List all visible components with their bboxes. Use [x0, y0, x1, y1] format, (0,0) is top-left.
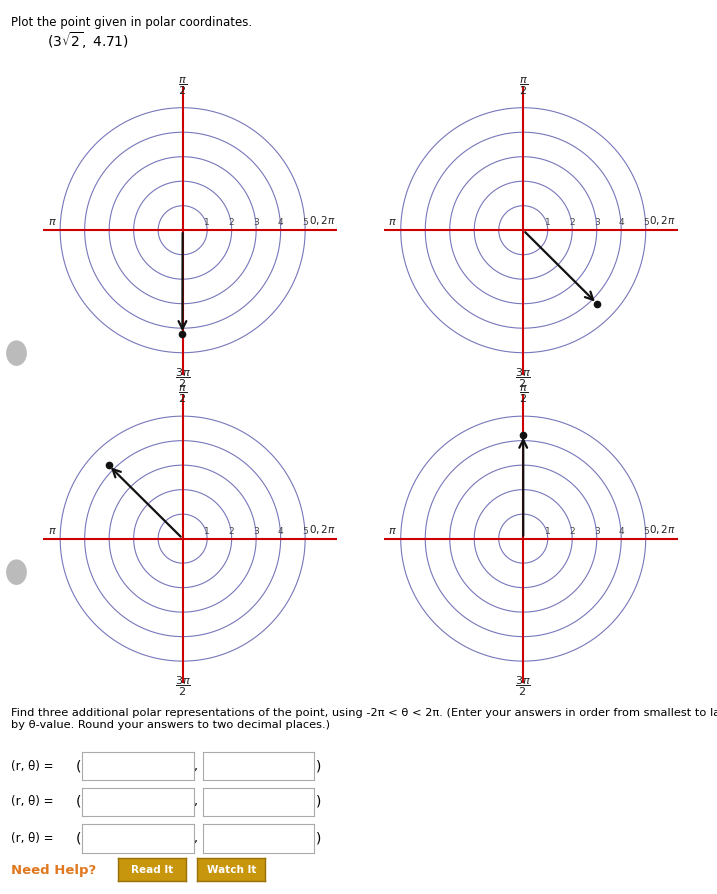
Text: (: (: [75, 759, 81, 773]
Text: 3: 3: [594, 218, 599, 227]
Text: 4: 4: [277, 218, 283, 227]
Text: (r, θ) =: (r, θ) =: [11, 760, 53, 772]
Text: ): ): [316, 759, 321, 773]
Text: 1: 1: [204, 218, 210, 227]
Text: 1: 1: [545, 218, 551, 227]
Text: 2: 2: [569, 527, 575, 536]
Text: Need Help?: Need Help?: [11, 864, 96, 877]
Text: ,: ,: [194, 796, 199, 808]
Text: $\pi$: $\pi$: [388, 526, 397, 536]
Text: 3: 3: [594, 527, 599, 536]
Text: 5: 5: [643, 218, 649, 227]
Text: $0, 2\pi$: $0, 2\pi$: [309, 215, 336, 227]
Text: 3: 3: [253, 218, 259, 227]
Text: Plot the point given in polar coordinates.: Plot the point given in polar coordinate…: [11, 16, 252, 30]
Text: 5: 5: [303, 218, 308, 227]
Text: 2: 2: [229, 527, 234, 536]
Text: 1: 1: [545, 527, 551, 536]
Text: ): ): [316, 831, 321, 846]
Text: $\dfrac{\pi}{2}$: $\dfrac{\pi}{2}$: [178, 75, 187, 97]
Text: $\dfrac{3\pi}{2}$: $\dfrac{3\pi}{2}$: [175, 367, 191, 390]
Text: (: (: [75, 795, 81, 809]
Text: $\dfrac{3\pi}{2}$: $\dfrac{3\pi}{2}$: [516, 367, 531, 390]
Text: $\dfrac{\pi}{2}$: $\dfrac{\pi}{2}$: [178, 384, 187, 405]
Text: $\pi$: $\pi$: [47, 217, 57, 227]
Circle shape: [7, 342, 26, 366]
Text: $0, 2\pi$: $0, 2\pi$: [309, 523, 336, 536]
Text: $0, 2\pi$: $0, 2\pi$: [650, 215, 676, 227]
Text: 2: 2: [569, 218, 575, 227]
Text: 4: 4: [618, 527, 624, 536]
Text: $\dfrac{\pi}{2}$: $\dfrac{\pi}{2}$: [518, 75, 528, 97]
Text: Read It: Read It: [131, 864, 174, 875]
Text: (r, θ) =: (r, θ) =: [11, 832, 53, 845]
Text: 1: 1: [204, 527, 210, 536]
Text: $\dfrac{\pi}{2}$: $\dfrac{\pi}{2}$: [518, 384, 528, 405]
Text: $0, 2\pi$: $0, 2\pi$: [650, 523, 676, 536]
Text: 5: 5: [643, 527, 649, 536]
Text: 2: 2: [229, 218, 234, 227]
Text: ,: ,: [194, 832, 199, 845]
Text: $\pi$: $\pi$: [47, 526, 57, 536]
Circle shape: [7, 560, 26, 585]
Text: ,: ,: [194, 760, 199, 772]
Text: $\dfrac{3\pi}{2}$: $\dfrac{3\pi}{2}$: [516, 675, 531, 698]
Text: $(3\sqrt{2},\ 4.71)$: $(3\sqrt{2},\ 4.71)$: [47, 30, 128, 51]
Text: $\pi$: $\pi$: [388, 217, 397, 227]
Text: Watch It: Watch It: [206, 864, 256, 875]
Text: 4: 4: [277, 527, 283, 536]
Text: 5: 5: [303, 527, 308, 536]
Text: (r, θ) =: (r, θ) =: [11, 796, 53, 808]
Text: (: (: [75, 831, 81, 846]
Text: 3: 3: [253, 527, 259, 536]
Text: 4: 4: [618, 218, 624, 227]
Text: ): ): [316, 795, 321, 809]
Text: Find three additional polar representations of the point, using -2π < θ < 2π. (E: Find three additional polar representati…: [11, 708, 717, 730]
Text: $\dfrac{3\pi}{2}$: $\dfrac{3\pi}{2}$: [175, 675, 191, 698]
